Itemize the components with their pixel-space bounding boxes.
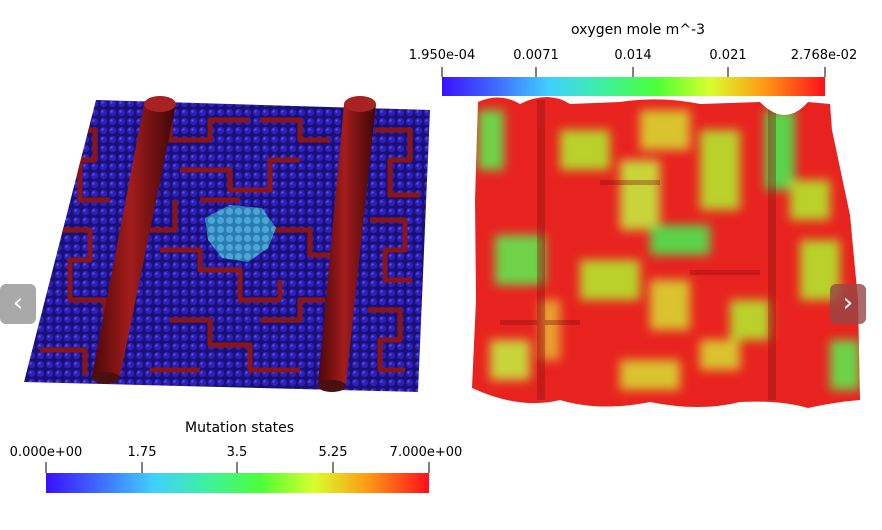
- mutation-tick-label: 3.5: [226, 445, 248, 460]
- vessel-network: [40, 110, 420, 375]
- mutation-tick-label: 0.000e+00: [9, 445, 83, 460]
- chevron-right-icon: ›: [842, 288, 854, 318]
- mutation-colorbar-ticks: [45, 462, 430, 473]
- oxygen-tick-label: 0.0071: [513, 48, 559, 63]
- oxygen-low-regions: [478, 110, 860, 390]
- mutation-tick-label: 1.75: [127, 445, 157, 460]
- next-button[interactable]: ›: [830, 284, 866, 324]
- mutation-tick-label: 5.25: [318, 445, 348, 460]
- blood-vessel-left: [92, 96, 176, 384]
- oxygen-colorbar-title: oxygen mole m^-3: [571, 22, 706, 38]
- blood-vessel-right: [318, 96, 376, 392]
- mutation-colorbar-title: Mutation states: [185, 420, 295, 436]
- previous-button[interactable]: ‹: [0, 284, 36, 324]
- surface-shading: [500, 100, 776, 400]
- chevron-left-icon: ‹: [12, 288, 24, 318]
- cell-tissue-view: [24, 96, 430, 392]
- oxygen-colorbar-bar: [442, 77, 825, 96]
- oxygen-tick-label: 0.021: [709, 48, 747, 63]
- oxygen-tick-label: 0.014: [614, 48, 652, 63]
- mutation-colorbar-bar: [46, 473, 429, 493]
- oxygen-colorbar-ticks: [441, 67, 826, 77]
- oxygen-tick-label: 2.768e-02: [790, 48, 858, 63]
- oxygen-tick-label: 1.950e-04: [408, 48, 476, 63]
- mutation-tick-label: 7.000e+00: [389, 445, 463, 460]
- oxygen-surface-view: [472, 97, 860, 408]
- mutated-cell-cluster: [205, 205, 276, 262]
